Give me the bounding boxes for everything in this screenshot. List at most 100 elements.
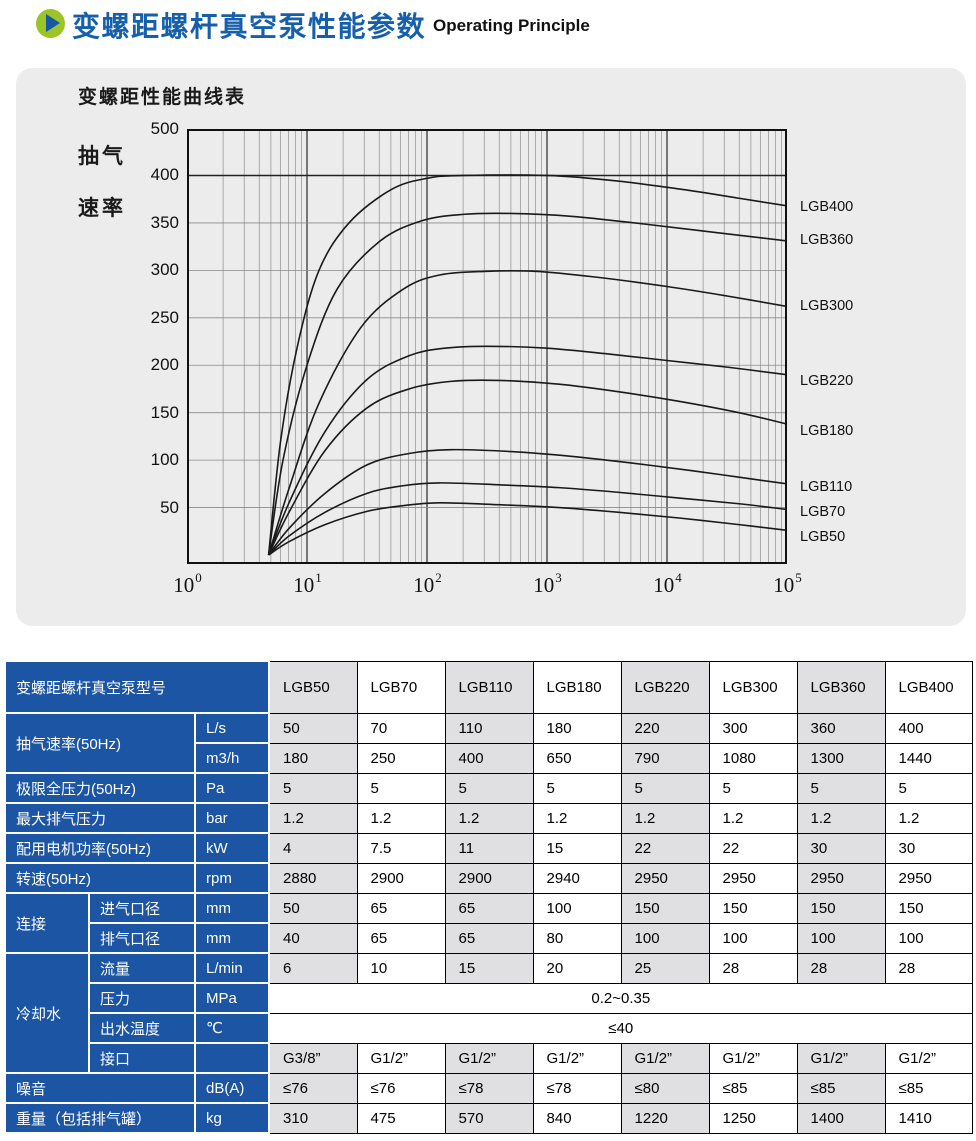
table-cell: 2880	[268, 862, 358, 894]
x-tick-label-10e3: 103	[533, 570, 562, 597]
table-cell: ≤80	[620, 1072, 710, 1104]
model-header-LGB180: LGB180	[532, 660, 622, 714]
table-cell: 22	[620, 832, 710, 864]
unit-label: kg	[193, 1102, 271, 1134]
table-header-label: 变螺距螺杆真空泵型号	[3, 660, 271, 714]
table-cell: 1.2	[884, 802, 973, 834]
table-cell: 11	[444, 832, 534, 864]
merged-value: ≤40	[268, 1012, 973, 1044]
performance-chart-panel: 变螺距性能曲线表 抽气 速率 500 400 350 300 250 200 150 100 5…	[16, 68, 966, 626]
curve-LGB360	[267, 212, 787, 556]
table-cell: 400	[884, 712, 973, 744]
y-tick-label-400: 400	[150, 165, 179, 185]
table-cell: 1410	[884, 1102, 973, 1134]
table-cell: 50	[268, 712, 358, 744]
merged-value: 0.2~0.35	[268, 982, 973, 1014]
table-cell: 1.2	[532, 802, 622, 834]
curve-label-LGB300: LGB300	[800, 298, 854, 314]
unit-label: m3/h	[193, 742, 271, 774]
unit-label: ℃	[193, 1012, 271, 1044]
table-cell: ≤85	[796, 1072, 886, 1104]
table-cell: 1.2	[796, 802, 886, 834]
table-cell: ≤78	[444, 1072, 534, 1104]
curve-LGB50	[268, 502, 787, 556]
table-cell: 5	[884, 772, 973, 804]
table-cell: 15	[444, 952, 534, 984]
table-cell: 28	[884, 952, 973, 984]
row-label: 配用电机功率(50Hz)	[4, 832, 196, 864]
table-cell: 220	[620, 712, 710, 744]
unit-label: Pa	[193, 772, 271, 804]
table-cell: 180	[268, 742, 358, 774]
spec-table: 变螺距螺杆真空泵型号 LGB50 LGB70 LGB110 LGB180 LGB220 LG…	[3, 660, 973, 1134]
table-cell: 2900	[444, 862, 534, 894]
x-tick-label-10e0: 100	[173, 570, 202, 597]
table-cell: 650	[532, 742, 622, 774]
table-cell: 150	[620, 892, 710, 924]
table-cell: 10	[356, 952, 446, 984]
table-cell: G1/2”	[708, 1042, 798, 1074]
curve-LGB300	[267, 269, 787, 556]
x-tick-label-10e2: 102	[413, 570, 442, 597]
table-cell: ≤85	[884, 1072, 973, 1104]
table-cell: 100	[620, 922, 710, 954]
table-cell: G1/2”	[796, 1042, 886, 1074]
table-cell: 100	[532, 892, 622, 924]
spec-table-wrap: 变螺距螺杆真空泵型号 LGB50 LGB70 LGB110 LGB180 LGB220 LG…	[3, 660, 973, 1134]
table-cell: 250	[356, 742, 446, 774]
table-cell: 150	[884, 892, 973, 924]
table-cell: 475	[356, 1102, 446, 1134]
curve-LGB110	[267, 448, 787, 556]
table-cell: 40	[268, 922, 358, 954]
curve-LGB400	[267, 174, 787, 556]
group-label: 连接	[4, 892, 90, 954]
table-cell: 22	[708, 832, 798, 864]
table-cell: 360	[796, 712, 886, 744]
row-label: 极限全压力(50Hz)	[4, 772, 196, 804]
group-label: 冷却水	[4, 952, 90, 1074]
curve-label-LGB360: LGB360	[800, 232, 854, 248]
table-cell: 6	[268, 952, 358, 984]
page-header: 变螺距螺杆真空泵性能参数 Operating Principle	[0, 0, 976, 60]
row-label: 抽气速率(50Hz)	[4, 712, 196, 774]
row-label: 流量	[88, 952, 196, 984]
model-header-LGB50: LGB50	[268, 660, 358, 714]
table-cell: 28	[796, 952, 886, 984]
curve-label-LGB400: LGB400	[800, 199, 854, 215]
model-header-LGB300: LGB300	[708, 660, 798, 714]
row-label: 出水温度	[88, 1012, 196, 1044]
table-cell: G1/2”	[444, 1042, 534, 1074]
table-cell: 2950	[884, 862, 973, 894]
unit-label: L/s	[193, 712, 271, 744]
model-header-LGB400: LGB400	[884, 660, 973, 714]
row-label: 转速(50Hz)	[4, 862, 196, 894]
table-cell: 2950	[620, 862, 710, 894]
unit-label: bar	[193, 802, 271, 834]
x-tick-label-10e4: 104	[653, 570, 682, 597]
model-header-LGB110: LGB110	[444, 660, 534, 714]
table-cell: 5	[356, 772, 446, 804]
unit-label	[193, 1042, 271, 1074]
table-cell: 70	[356, 712, 446, 744]
row-label: 排气口径	[88, 922, 196, 954]
x-tick-label-10e5: 105	[773, 570, 802, 597]
curve-label-LGB220: LGB220	[800, 373, 854, 389]
table-cell: 570	[444, 1102, 534, 1134]
y-tick-label-250: 250	[150, 307, 179, 327]
table-cell: 300	[708, 712, 798, 744]
table-cell: 790	[620, 742, 710, 774]
y-axis-label-line1: 抽气	[78, 145, 126, 168]
table-cell: 100	[708, 922, 798, 954]
table-cell: 30	[884, 832, 973, 864]
table-cell: 400	[444, 742, 534, 774]
table-cell: 1440	[884, 742, 973, 774]
row-label: 噪音	[4, 1072, 196, 1104]
table-cell: ≤85	[708, 1072, 798, 1104]
table-cell: 4	[268, 832, 358, 864]
table-cell: ≤76	[268, 1072, 358, 1104]
table-cell: 5	[708, 772, 798, 804]
unit-label: mm	[193, 922, 271, 954]
model-header-LGB70: LGB70	[356, 660, 446, 714]
table-cell: 65	[356, 892, 446, 924]
table-cell: G1/2”	[884, 1042, 973, 1074]
